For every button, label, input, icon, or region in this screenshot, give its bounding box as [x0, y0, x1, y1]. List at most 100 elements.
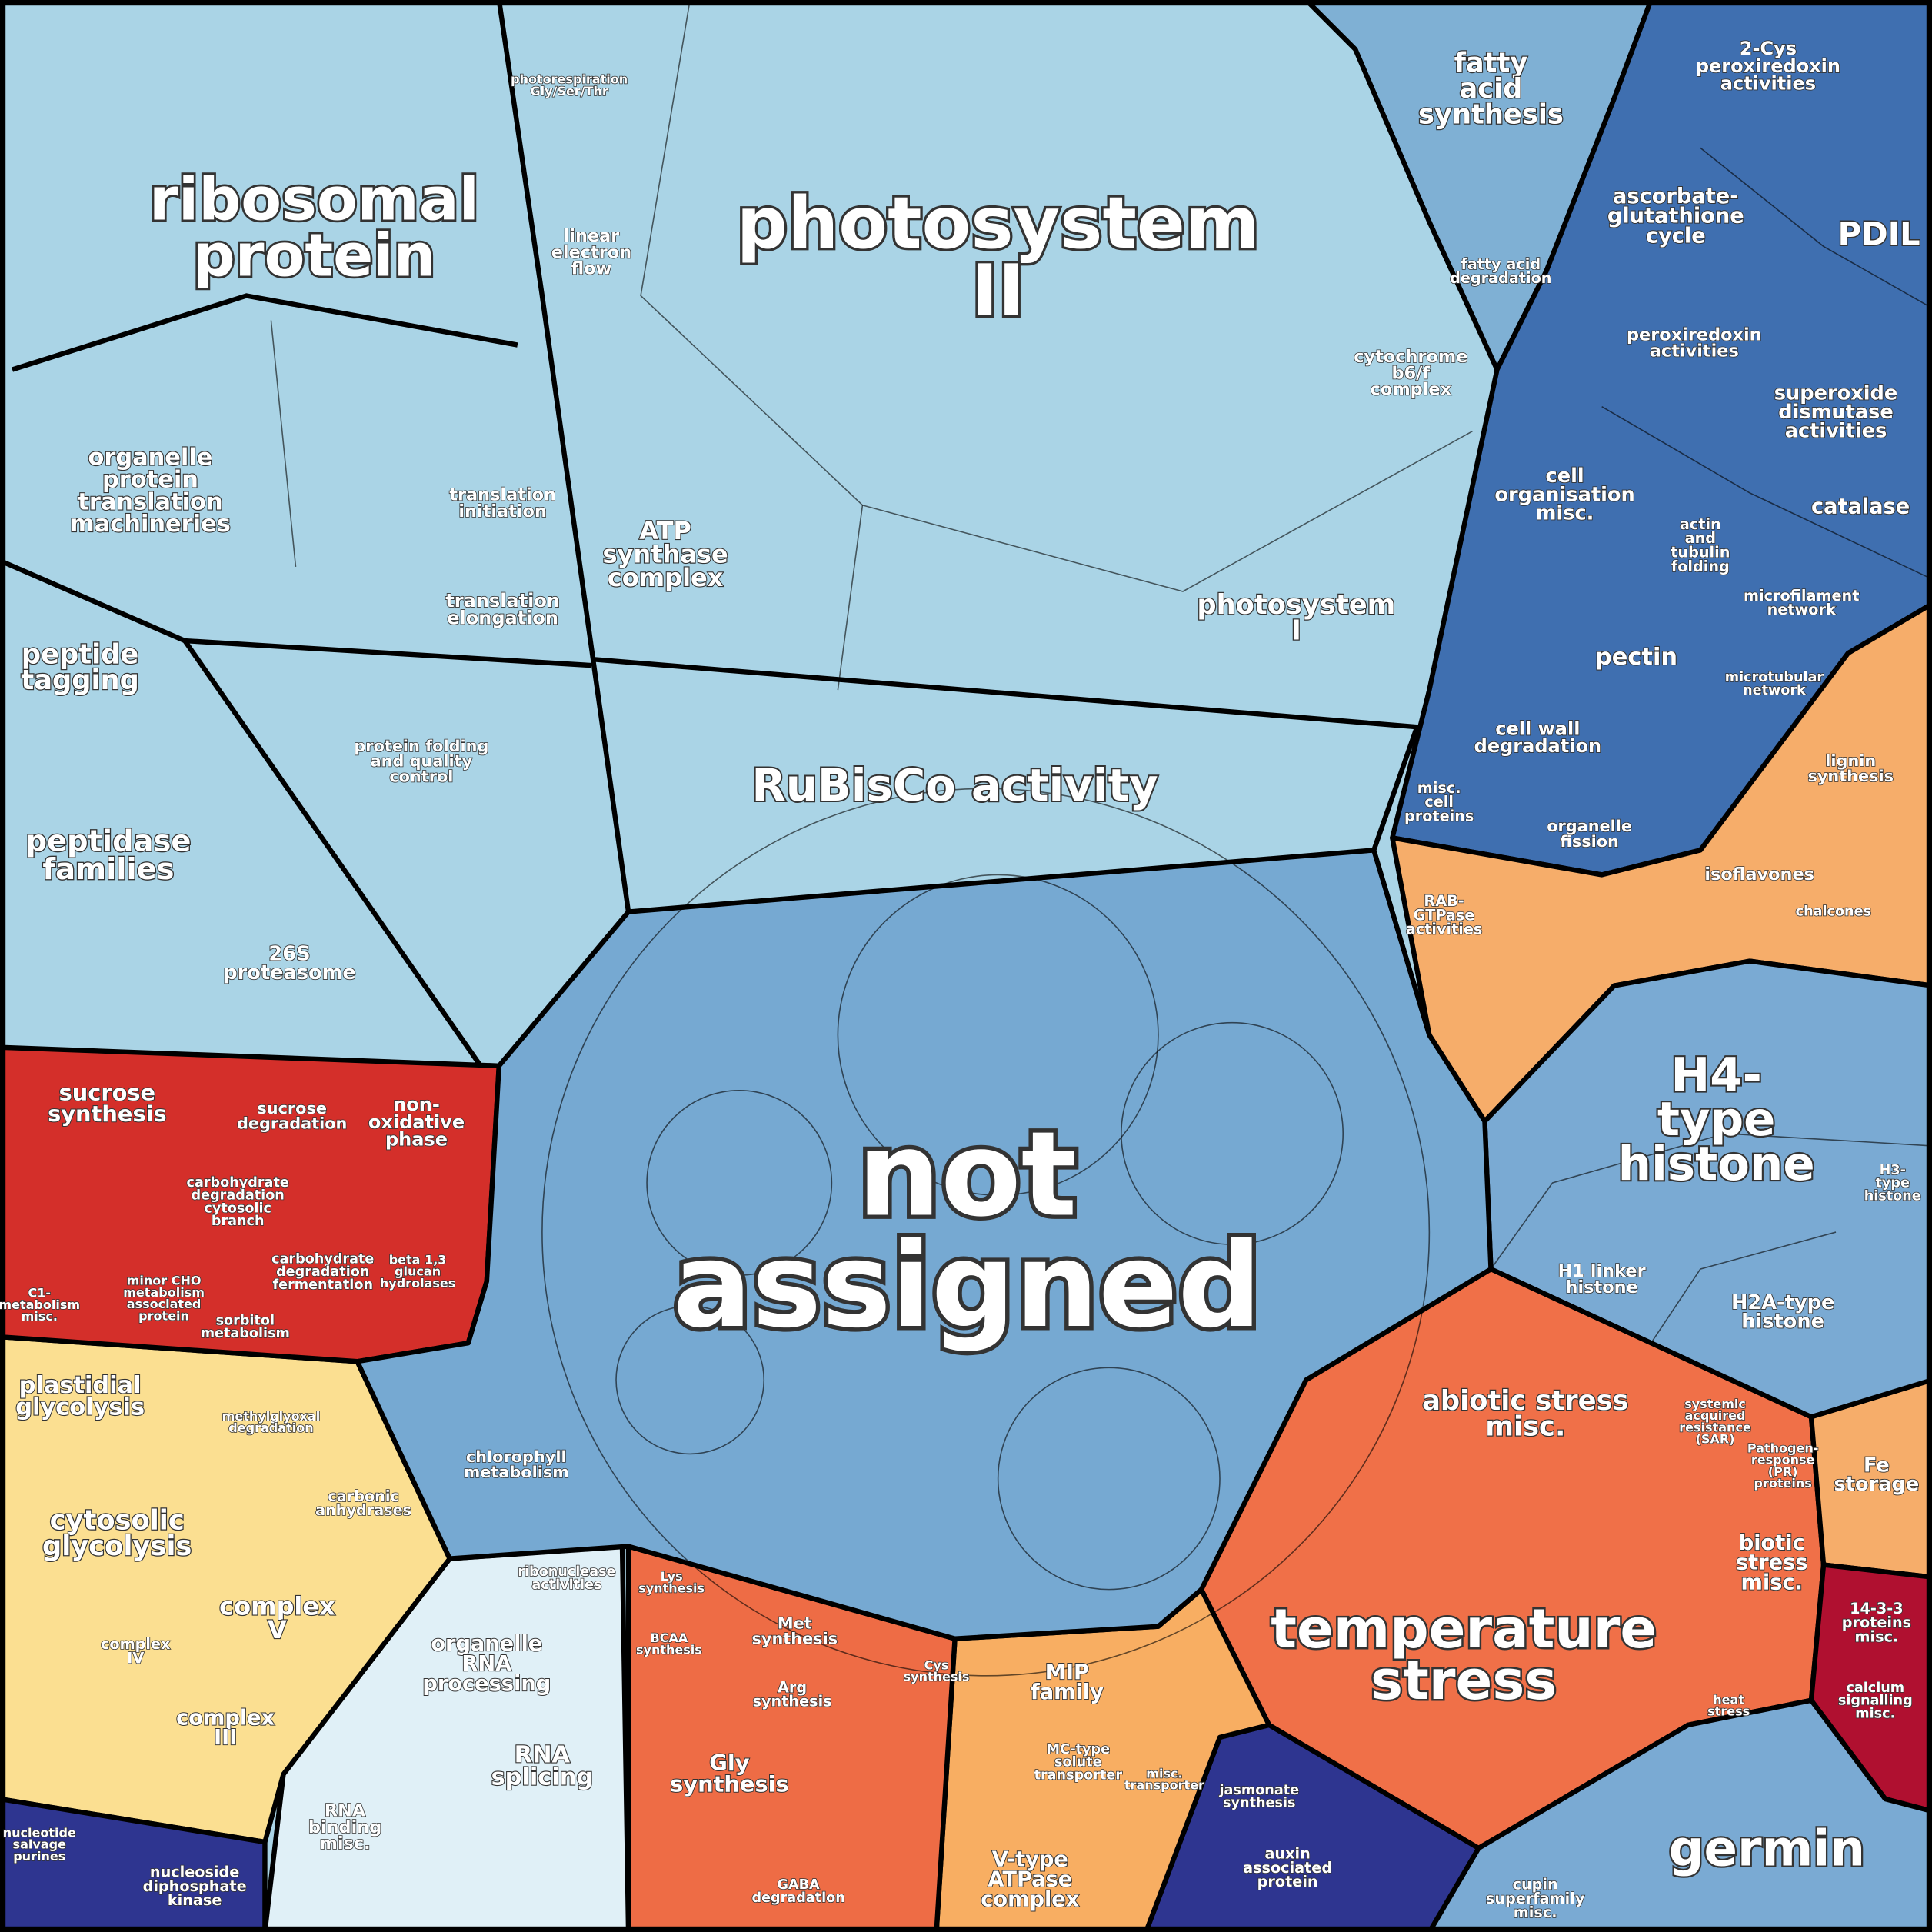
label-line: machineries — [70, 511, 231, 538]
inner-line — [1490, 1133, 1932, 1270]
label-line: abiotic stress — [1422, 1385, 1628, 1417]
label-line: degradation — [192, 1188, 285, 1204]
label-line: RNA — [461, 1652, 511, 1676]
label-line: sucrose — [257, 1099, 327, 1118]
label-line: synthesis — [904, 1670, 970, 1684]
label-line: histone — [1566, 1277, 1638, 1297]
label-line: heat — [1713, 1692, 1744, 1707]
label-line: synthesis — [1418, 98, 1564, 130]
cell — [0, 1796, 268, 1932]
label-line: synthesis — [1807, 767, 1894, 785]
label-line: activities — [1785, 419, 1887, 442]
label-line: minor CHO — [127, 1274, 202, 1288]
label-line: photosystem — [737, 182, 1260, 265]
label-line: b6/f — [1392, 363, 1431, 383]
label-line: biotic — [1739, 1531, 1805, 1555]
label-line: complex — [608, 563, 724, 592]
label-line: initiation — [458, 501, 547, 521]
label-line: degradation — [228, 1421, 313, 1435]
label-line: cytosolic — [204, 1201, 271, 1216]
label-line: RNA — [515, 1741, 571, 1768]
label-line: C1- — [28, 1286, 51, 1301]
label-line: peroxiredoxin — [1627, 325, 1762, 345]
label-line: associated — [127, 1297, 202, 1311]
label-line: cell — [1424, 793, 1454, 811]
label-line: misc. — [1417, 779, 1461, 797]
cell-label: pectin — [1594, 643, 1678, 671]
label-line: Lys — [661, 1569, 683, 1584]
divider — [591, 656, 1421, 851]
label-line: H1 linker — [1558, 1261, 1646, 1281]
label-line: network — [1743, 683, 1807, 698]
label-line: degradation — [751, 1890, 844, 1906]
label-line: complex — [219, 1592, 335, 1621]
label-line: catalase — [1811, 495, 1910, 519]
cell-label: RuBisCo activity — [750, 758, 1159, 813]
label-line: family — [1031, 1681, 1104, 1704]
label-line: actin — [1680, 515, 1721, 533]
label-line: degradation — [237, 1114, 347, 1133]
label-line: electron — [551, 242, 631, 262]
label-line: Cys — [924, 1657, 949, 1672]
label-line: type — [1876, 1176, 1910, 1191]
label-line: assigned — [673, 1217, 1261, 1354]
label-line: auxin — [1264, 1845, 1310, 1863]
cell-label: germin — [1667, 1819, 1867, 1880]
label-line: folding — [1671, 558, 1730, 575]
label-line: associated — [1243, 1859, 1332, 1877]
label-line: H4- — [1671, 1048, 1762, 1102]
label-line: families — [42, 852, 174, 887]
label-line: misc. — [22, 1309, 58, 1324]
divider — [182, 639, 483, 1068]
label-line: elongation — [447, 608, 558, 629]
inner-line — [1700, 147, 1932, 309]
label-line: protein — [1257, 1873, 1318, 1890]
label-line: translation — [445, 590, 560, 611]
label-line: histone — [1618, 1137, 1815, 1191]
label-line: misc. — [1741, 1571, 1803, 1595]
label-line: organelle — [1547, 817, 1632, 835]
label-line: fermentation — [272, 1277, 373, 1293]
label-line: misc. — [319, 1834, 370, 1854]
label-line: dismutase — [1778, 401, 1894, 424]
label-line: metabolism — [201, 1326, 290, 1341]
label-line: not — [858, 1106, 1078, 1242]
label-line: PDIL — [1838, 215, 1920, 253]
label-line: kinase — [168, 1891, 222, 1909]
label-line: storage — [1834, 1473, 1920, 1496]
label-line: glycolysis — [15, 1394, 145, 1421]
label-line: stress — [1707, 1704, 1750, 1719]
inner-circle — [541, 788, 1431, 1677]
label-line: synthesis — [752, 1629, 838, 1647]
label-line: microfilament — [1744, 587, 1859, 605]
label-line: ascorbate- — [1613, 185, 1738, 208]
label-line: histone — [1741, 1310, 1824, 1333]
label-line: flow — [571, 259, 612, 279]
label-line: acquired — [1685, 1408, 1746, 1423]
